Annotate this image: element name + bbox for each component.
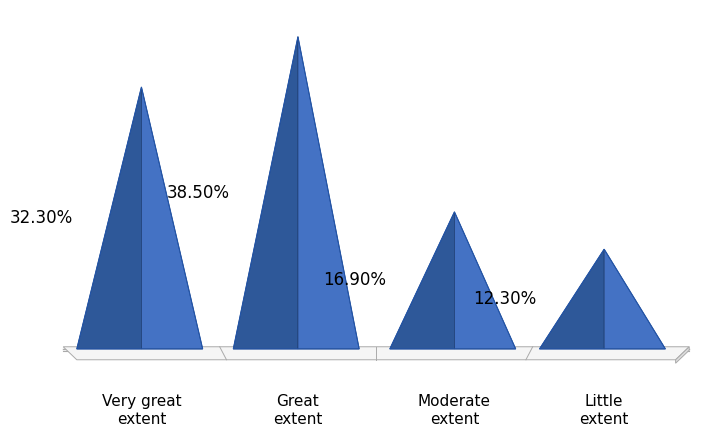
Polygon shape [675, 347, 689, 363]
Text: Very great
extent: Very great extent [101, 394, 181, 427]
Polygon shape [539, 249, 604, 349]
Polygon shape [455, 212, 515, 349]
Text: Moderate
extent: Moderate extent [418, 394, 491, 427]
Polygon shape [604, 249, 665, 349]
Polygon shape [63, 347, 689, 360]
Polygon shape [77, 87, 141, 349]
Text: 12.30%: 12.30% [473, 290, 536, 308]
Text: 32.30%: 32.30% [10, 209, 73, 227]
Polygon shape [141, 87, 203, 349]
Text: Great
extent: Great extent [273, 394, 323, 427]
Polygon shape [233, 37, 298, 349]
Text: 16.90%: 16.90% [324, 271, 387, 290]
Text: Little
extent: Little extent [579, 394, 629, 427]
Polygon shape [298, 37, 359, 349]
Polygon shape [390, 212, 455, 349]
Text: 38.50%: 38.50% [167, 184, 230, 202]
